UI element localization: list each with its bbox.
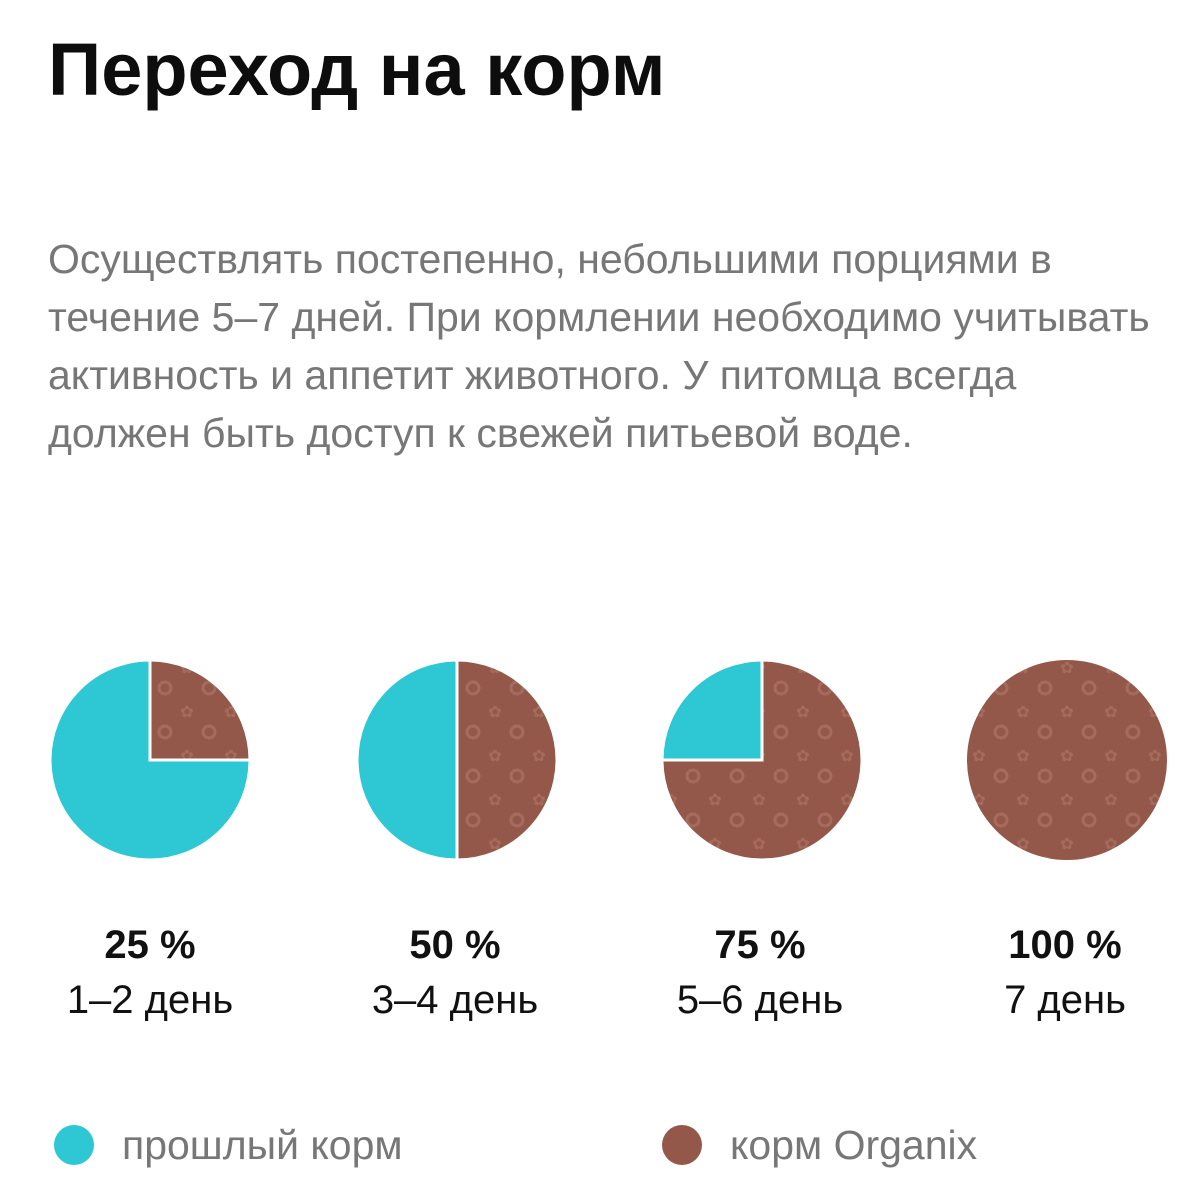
stage-percent: 100 % [1008,923,1122,967]
pie-slice-previous-food [660,658,764,762]
stage-days: 5–6 день [676,978,844,1022]
pie-slice-previous-food [355,658,459,862]
pie-slice-organix-food [148,658,252,762]
stage-days: 7 день [1004,978,1126,1022]
legend-label-organix-food: корм Organix [730,1121,978,1168]
stage-percent: 25 % [104,923,196,967]
pie-slice-previous-food [48,658,252,862]
page-title: Переход на корм [48,28,666,111]
stage-percent: 50 % [409,923,501,967]
pie-slice-organix-food [967,660,1167,860]
stage-label-3: 75 % 5–6 день [610,920,910,1030]
description-text: Осуществлять постепенно, небольшими порц… [48,236,1150,456]
legend-item-organix-food: корм Organix [662,1115,977,1175]
stage-days: 1–2 день [66,978,234,1022]
pie-slice-organix-food [455,658,559,862]
legend-label-previous-food: прошлый корм [122,1121,403,1168]
legend-item-previous-food: прошлый корм [54,1115,403,1175]
legend-swatch-organix-food [662,1125,702,1165]
legend-swatch-previous-food [54,1125,94,1165]
stage-label-2: 50 % 3–4 день [305,920,605,1030]
stage-percent: 75 % [714,923,806,967]
pie-charts-svg: ✿ [48,658,1167,862]
stage-label-1: 25 % 1–2 день [0,920,300,1030]
stage-days: 3–4 день [371,978,539,1022]
stage-label-4: 100 % 7 день [915,920,1200,1030]
pie-charts-row: ✿ [0,655,1200,865]
